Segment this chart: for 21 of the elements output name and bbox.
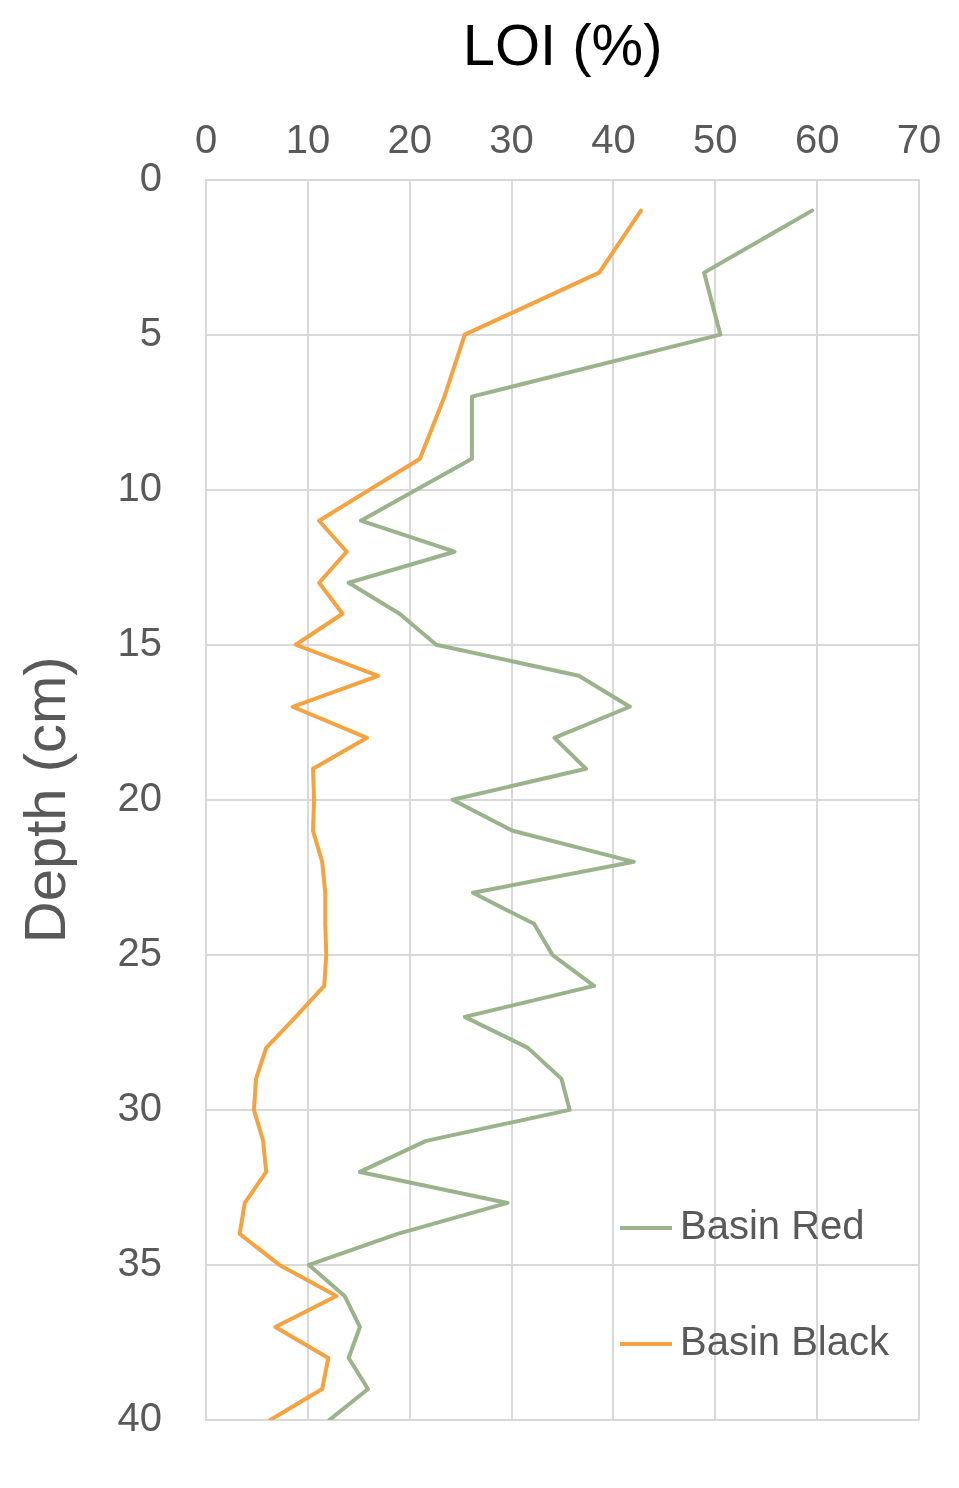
x-tick-label: 20 (387, 116, 433, 161)
x-tick-label: 30 (489, 116, 534, 161)
y-tick-label: 5 (139, 309, 163, 354)
legend-label: Basin Red (680, 1203, 865, 1248)
y-tick-label: 35 (117, 1239, 163, 1284)
legend-label: Basin Black (680, 1319, 890, 1364)
y-tick-label: 0 (139, 154, 163, 199)
y-tick-label: 25 (117, 929, 163, 974)
x-tick-label: 70 (896, 116, 942, 161)
x-tick-label: 60 (794, 116, 840, 161)
x-tick-label: 50 (693, 116, 738, 161)
x-tick-label: 10 (285, 116, 331, 161)
y-tick-label: 15 (117, 619, 163, 664)
y-tick-label: 40 (117, 1395, 163, 1440)
y-axis-title: Depth (cm) (11, 656, 77, 944)
y-tick-label: 30 (117, 1084, 163, 1129)
y-tick-label: 10 (117, 464, 163, 509)
x-axis-title: LOI (%) (462, 11, 663, 77)
x-tick-label: 0 (194, 116, 218, 161)
x-tick-label: 40 (591, 116, 636, 161)
y-tick-label: 20 (117, 774, 163, 819)
